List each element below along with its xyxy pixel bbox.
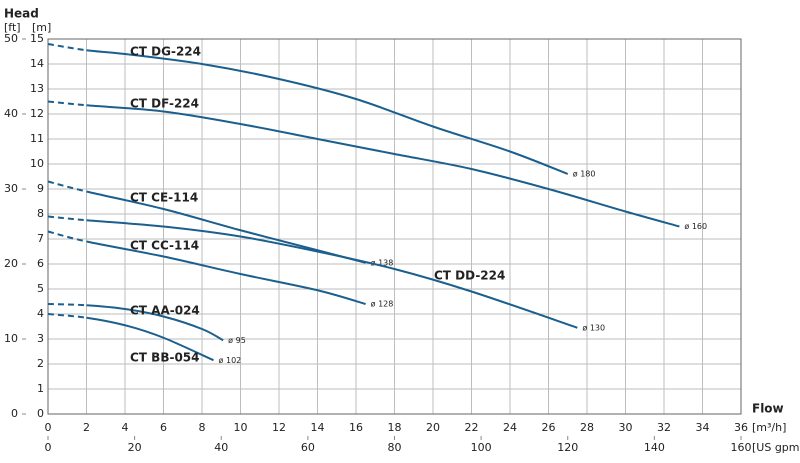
curve-dashed <box>47 100 87 107</box>
x-tick-label: 24 <box>503 421 517 434</box>
curve <box>86 219 578 329</box>
x2-tick-label: 40 <box>214 441 228 454</box>
y-tick-label: 9 <box>37 182 44 195</box>
x-tick-label: 16 <box>349 421 363 434</box>
x2-tick-label: 0 <box>45 441 52 454</box>
x-tick-label: 14 <box>311 421 325 434</box>
x-tick-label: 28 <box>580 421 594 434</box>
curve-end-label: ø 102 <box>219 356 242 365</box>
curve-dashed <box>47 180 87 193</box>
x-tick-label: 18 <box>388 421 402 434</box>
x2-tick-label: 100 <box>471 441 492 454</box>
y2-tick-label: 10 <box>4 332 18 345</box>
x-unit: [m³/h] <box>752 421 786 434</box>
curve-name: CT BB-054 <box>130 351 200 365</box>
y-tick-label: 4 <box>37 307 44 320</box>
y-tick-label: 10 <box>30 157 44 170</box>
x-tick-label: 20 <box>426 421 440 434</box>
x-tick-label: 0 <box>45 421 52 434</box>
x2-tick-label: 80 <box>388 441 402 454</box>
y2-tick-label: 40 <box>4 107 18 120</box>
x-tick-label: 8 <box>199 421 206 434</box>
x-tick-label: 2 <box>83 421 90 434</box>
x-tick-label: 36 <box>734 421 748 434</box>
x2-tick-label: 60 <box>301 441 315 454</box>
curve-dashed <box>47 215 87 222</box>
y-tick-label: 15 <box>30 32 44 45</box>
y-tick-label: 12 <box>30 107 44 120</box>
x-tick-label: 34 <box>696 421 710 434</box>
curve-dashed <box>47 313 87 319</box>
y-tick-label: 0 <box>37 407 44 420</box>
curve-name: CT DF-224 <box>130 97 199 111</box>
x2-tick-label: 160 <box>731 441 752 454</box>
x-tick-label: 30 <box>619 421 633 434</box>
curve-end-label: ø 130 <box>582 323 605 332</box>
y-tick-label: 5 <box>37 282 44 295</box>
y-unit: [m] <box>32 21 51 34</box>
x-tick-label: 6 <box>160 421 167 434</box>
curve <box>86 49 569 175</box>
curve-end-label: ø 128 <box>371 300 394 309</box>
x-title: Flow <box>752 402 784 416</box>
curve <box>86 240 366 305</box>
x-tick-label: 22 <box>465 421 479 434</box>
x-tick-label: 32 <box>657 421 671 434</box>
curve-end-label: ø 138 <box>371 258 394 267</box>
curve <box>86 316 214 362</box>
curve-end-label: ø 95 <box>228 336 246 345</box>
curve-name: CT CE-114 <box>130 191 198 205</box>
y-tick-label: 2 <box>37 357 44 370</box>
y2-tick-label: 0 <box>11 407 18 420</box>
y-title: Head <box>4 7 39 21</box>
x-tick-label: 26 <box>542 421 556 434</box>
y2-tick-label: 20 <box>4 257 18 270</box>
curve-name: CT DG-224 <box>130 45 201 59</box>
y-tick-label: 14 <box>30 57 44 70</box>
y-tick-label: 3 <box>37 332 44 345</box>
y-tick-label: 1 <box>37 382 44 395</box>
x2-tick-label: 120 <box>557 441 578 454</box>
y2-unit: [ft] <box>4 21 21 34</box>
curve-dashed <box>47 43 87 52</box>
y-tick-label: 8 <box>37 207 44 220</box>
x-tick-label: 10 <box>234 421 248 434</box>
curve-name: CT AA-024 <box>130 304 200 318</box>
y-tick-label: 13 <box>30 82 44 95</box>
y-tick-label: 7 <box>37 232 44 245</box>
x2-tick-label: 140 <box>644 441 665 454</box>
x-tick-label: 12 <box>272 421 286 434</box>
curve-name: CT DD-224 <box>434 269 505 283</box>
y2-tick-label: 30 <box>4 182 18 195</box>
x2-tick-label: 20 <box>128 441 142 454</box>
x2-unit: [US gpm] <box>752 441 800 454</box>
x-tick-label: 4 <box>122 421 129 434</box>
curve-end-label: ø 180 <box>573 170 596 179</box>
curve <box>86 304 224 342</box>
curve-dashed <box>47 230 87 243</box>
curve-dashed <box>47 303 87 307</box>
curve-end-label: ø 160 <box>684 222 707 231</box>
curve <box>86 104 680 228</box>
y2-tick-label: 50 <box>4 32 18 45</box>
y-tick-label: 11 <box>30 132 44 145</box>
curve-name: CT CC-114 <box>130 239 199 253</box>
plot-frame <box>47 38 742 415</box>
y-tick-label: 6 <box>37 257 44 270</box>
